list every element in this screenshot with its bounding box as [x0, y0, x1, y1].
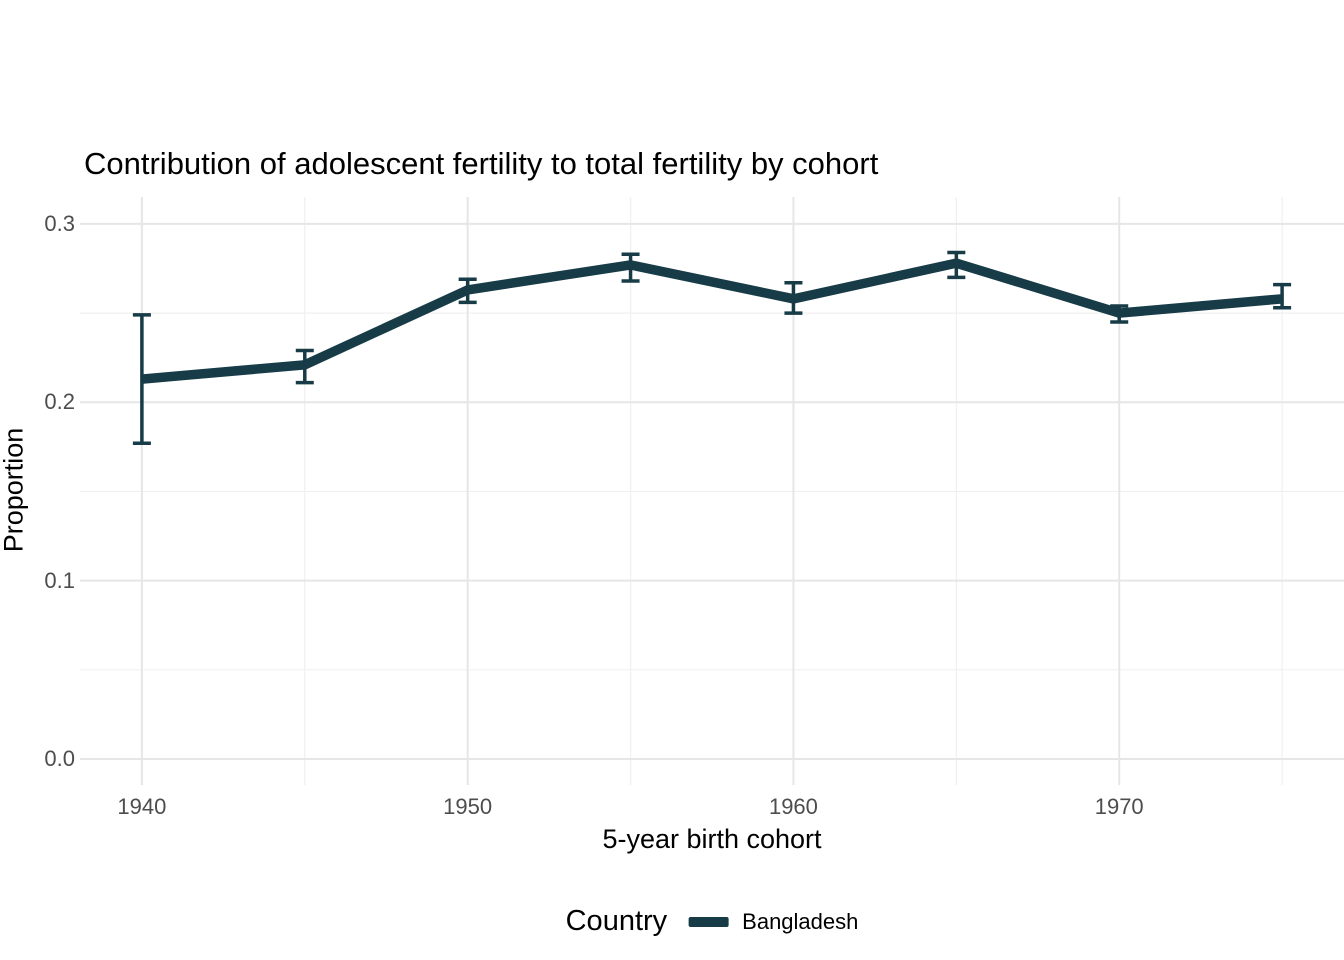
x-tick-label: 1960 [768, 794, 818, 819]
legend: Country Bangladesh [566, 905, 859, 938]
chart-title: Contribution of adolescent fertility to … [84, 146, 879, 181]
series-line-bangladesh [141, 258, 1283, 384]
y-tick-label: 0.1 [44, 567, 75, 593]
x-tick-label: 1940 [117, 794, 167, 819]
legend-label-bangladesh: Bangladesh [742, 908, 859, 934]
y-axis-title: Proportion [0, 427, 29, 553]
y-tick-label: 0.2 [44, 389, 75, 415]
legend-title: Country [565, 905, 668, 937]
legend-swatch-bangladesh [688, 916, 729, 927]
x-axis-title: 5-year birth cohort [602, 824, 822, 854]
x-tick-label: 1950 [443, 794, 493, 819]
x-tick-label: 1970 [1094, 794, 1144, 819]
y-tick-label: 0.0 [44, 745, 75, 771]
y-tick-label: 0.3 [44, 210, 75, 236]
